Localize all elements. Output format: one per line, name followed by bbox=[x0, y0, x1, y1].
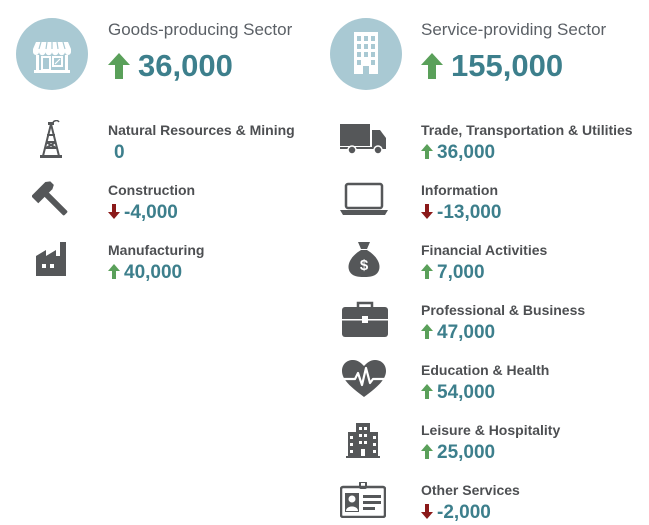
up-arrow-icon bbox=[421, 444, 433, 459]
item-value-text: 47,000 bbox=[437, 322, 496, 343]
item-value: 36,000 bbox=[421, 142, 495, 164]
item-label: Other Services bbox=[421, 482, 520, 498]
item-label: Natural Resources & Mining bbox=[108, 122, 295, 138]
heartbeat-icon bbox=[342, 360, 386, 397]
office-building-icon bbox=[330, 18, 402, 90]
svg-text:$: $ bbox=[360, 257, 369, 274]
item-value: 47,000 bbox=[421, 322, 495, 344]
up-arrow-icon bbox=[421, 324, 433, 339]
item-label: Manufacturing bbox=[108, 242, 205, 258]
up-arrow-icon bbox=[108, 264, 120, 279]
item-value-text: 40,000 bbox=[124, 262, 183, 283]
hammer-icon bbox=[32, 181, 68, 216]
id-card-icon bbox=[340, 482, 386, 518]
item-label: Education & Health bbox=[421, 362, 550, 378]
up-arrow-icon bbox=[421, 264, 433, 279]
oil-derrick-icon bbox=[40, 120, 62, 158]
goods-item: Natural Resources & Mining 0 bbox=[30, 120, 310, 170]
down-arrow-icon bbox=[421, 504, 433, 519]
services-item: Professional & Business 47,000 bbox=[340, 300, 640, 350]
item-value-text: 54,000 bbox=[437, 382, 496, 403]
item-value: 25,000 bbox=[421, 442, 495, 464]
services-item: $ Financial Activities 7,000 bbox=[340, 240, 640, 290]
services-item: Trade, Transportation & Utilities 36,000 bbox=[340, 120, 640, 170]
up-arrow-icon bbox=[421, 53, 443, 79]
item-label: Construction bbox=[108, 182, 196, 198]
storefront-icon bbox=[16, 18, 88, 90]
services-sector-value: 155,000 bbox=[451, 48, 564, 83]
hotel-icon bbox=[346, 423, 380, 458]
down-arrow-icon bbox=[108, 204, 120, 219]
item-value: 40,000 bbox=[108, 262, 182, 284]
factory-icon bbox=[36, 242, 66, 276]
goods-sector-value: 36,000 bbox=[138, 48, 233, 83]
down-arrow-icon bbox=[421, 204, 433, 219]
item-value-text: 7,000 bbox=[437, 262, 485, 283]
briefcase-icon bbox=[342, 301, 388, 337]
item-value-text: 36,000 bbox=[437, 142, 496, 163]
item-value-text: -4,000 bbox=[124, 202, 178, 223]
item-value-text: -2,000 bbox=[437, 502, 491, 523]
laptop-icon bbox=[340, 182, 388, 215]
services-item: Information -13,000 bbox=[340, 180, 640, 230]
up-arrow-icon bbox=[108, 53, 130, 79]
item-value: -13,000 bbox=[421, 202, 501, 224]
up-arrow-icon bbox=[421, 384, 433, 399]
services-item: Education & Health 54,000 bbox=[340, 360, 640, 410]
goods-sector-title: Goods-producing Sector bbox=[108, 20, 293, 39]
item-value-text: 25,000 bbox=[437, 442, 496, 463]
item-value: 7,000 bbox=[421, 262, 485, 284]
truck-icon bbox=[340, 124, 386, 155]
money-bag-icon: $ bbox=[348, 242, 380, 277]
services-item: Leisure & Hospitality 25,000 bbox=[340, 420, 640, 470]
item-label: Professional & Business bbox=[421, 302, 586, 318]
services-sector-title: Service-providing Sector bbox=[421, 20, 607, 39]
item-value: -4,000 bbox=[108, 202, 178, 224]
goods-item: Construction -4,000 bbox=[30, 180, 310, 230]
item-value: 54,000 bbox=[421, 382, 495, 404]
services-item: Other Services -2,000 bbox=[340, 480, 640, 525]
item-value-text: 0 bbox=[114, 142, 125, 163]
item-label: Information bbox=[421, 182, 498, 198]
item-value: -2,000 bbox=[421, 502, 491, 524]
item-label: Trade, Transportation & Utilities bbox=[421, 122, 633, 138]
item-value-text: -13,000 bbox=[437, 202, 502, 223]
item-label: Financial Activities bbox=[421, 242, 548, 258]
item-value: 0 bbox=[114, 142, 125, 164]
goods-item: Manufacturing 40,000 bbox=[30, 240, 310, 290]
item-label: Leisure & Hospitality bbox=[421, 422, 561, 438]
up-arrow-icon bbox=[421, 144, 433, 159]
